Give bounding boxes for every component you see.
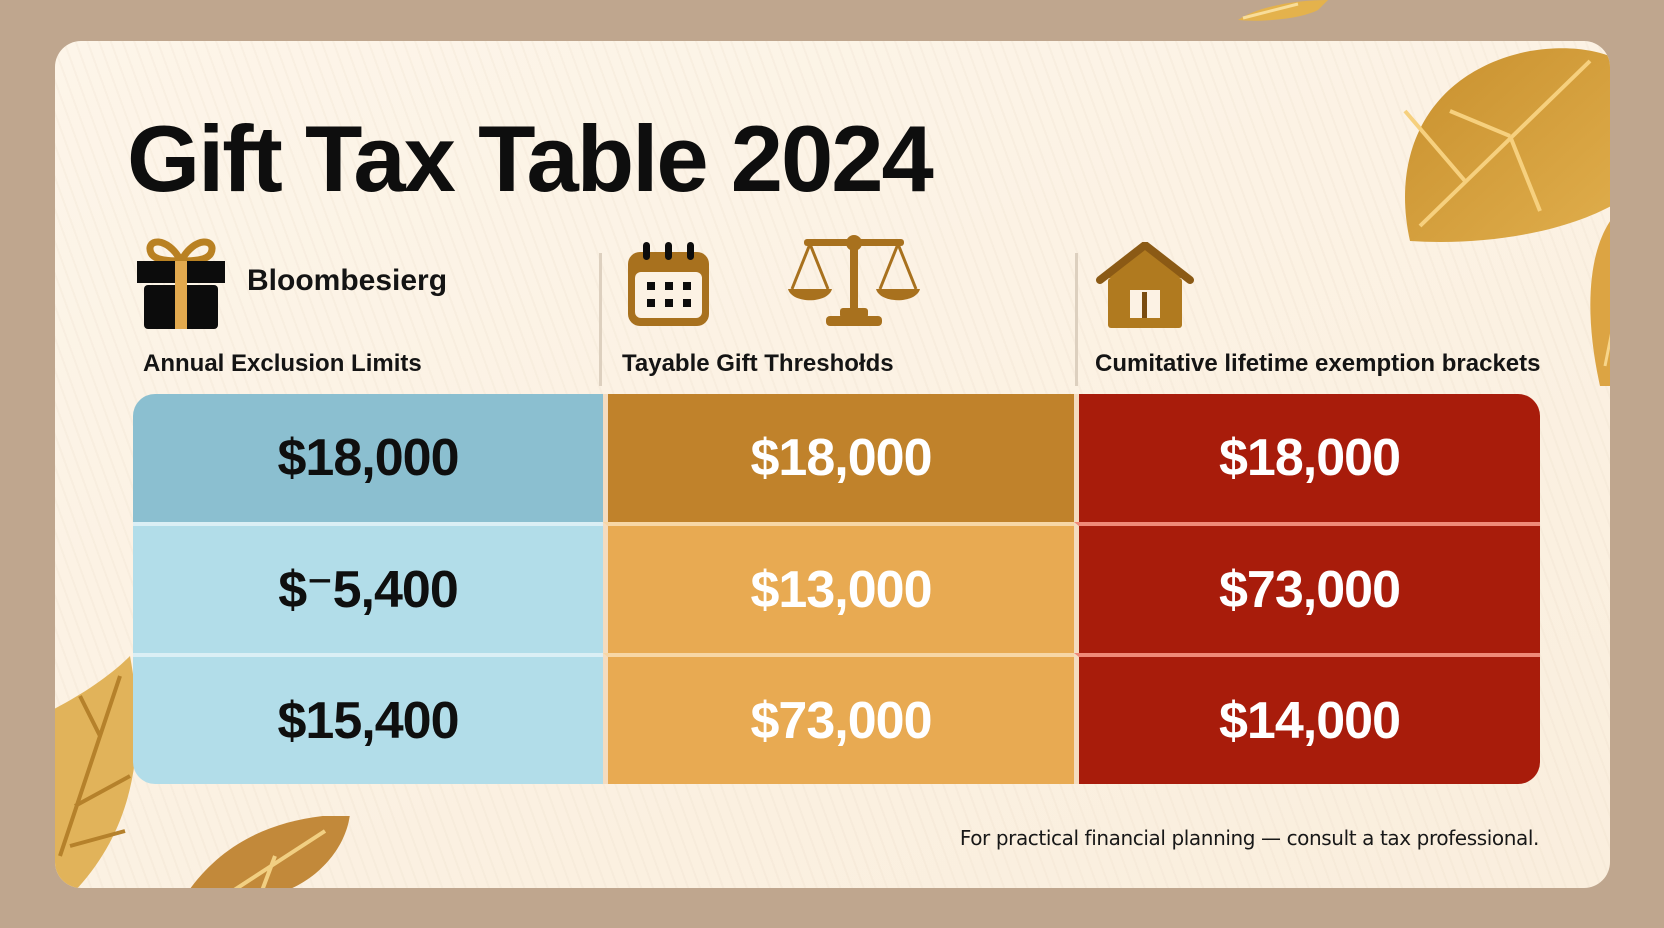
- column-header-lifetime-exemption: Cumitative lifetime exemption brackets: [1095, 350, 1541, 377]
- table-cell: $15,400: [133, 653, 603, 784]
- column-divider: [1075, 253, 1078, 386]
- gift-tax-table: $18,000 $18,000 $18,000 $⁻5,400 $13,000 …: [133, 394, 1540, 784]
- house-icon: [1096, 242, 1194, 328]
- leaf-decoration-bottom-left: [55, 656, 137, 888]
- leaf-decoration-top: [1238, 0, 1328, 21]
- leaf-decoration-right: [1590, 221, 1610, 386]
- gift-icon: [137, 238, 225, 329]
- brand-name: Bloombesierg: [247, 264, 448, 297]
- footer-disclaimer: For practical financial planning — consu…: [959, 826, 1540, 850]
- table-cell: $18,000: [133, 394, 603, 522]
- table-cell: $73,000: [1074, 522, 1540, 653]
- table-cell: $14,000: [1074, 653, 1540, 784]
- calendar-icon: [628, 242, 709, 326]
- table-cell: $18,000: [1074, 394, 1540, 522]
- column-divider: [599, 253, 602, 386]
- table-cell: $73,000: [603, 653, 1074, 784]
- table-cell: $⁻5,400: [133, 522, 603, 653]
- leaf-decoration-bottom: [190, 816, 350, 888]
- table-cell: $18,000: [603, 394, 1074, 522]
- table-cell: $13,000: [603, 522, 1074, 653]
- column-header-taxable-gift: Tayable Gift Threshołds: [622, 350, 894, 377]
- brand-row: Bloombesierg: [137, 233, 447, 329]
- leaf-decoration-top-right: [1403, 48, 1610, 242]
- column-header-annual-exclusion: Annual Exclusion Limits: [143, 350, 422, 377]
- scales-icon: [788, 235, 920, 326]
- page-title: Gift Tax Table 2024: [127, 106, 934, 211]
